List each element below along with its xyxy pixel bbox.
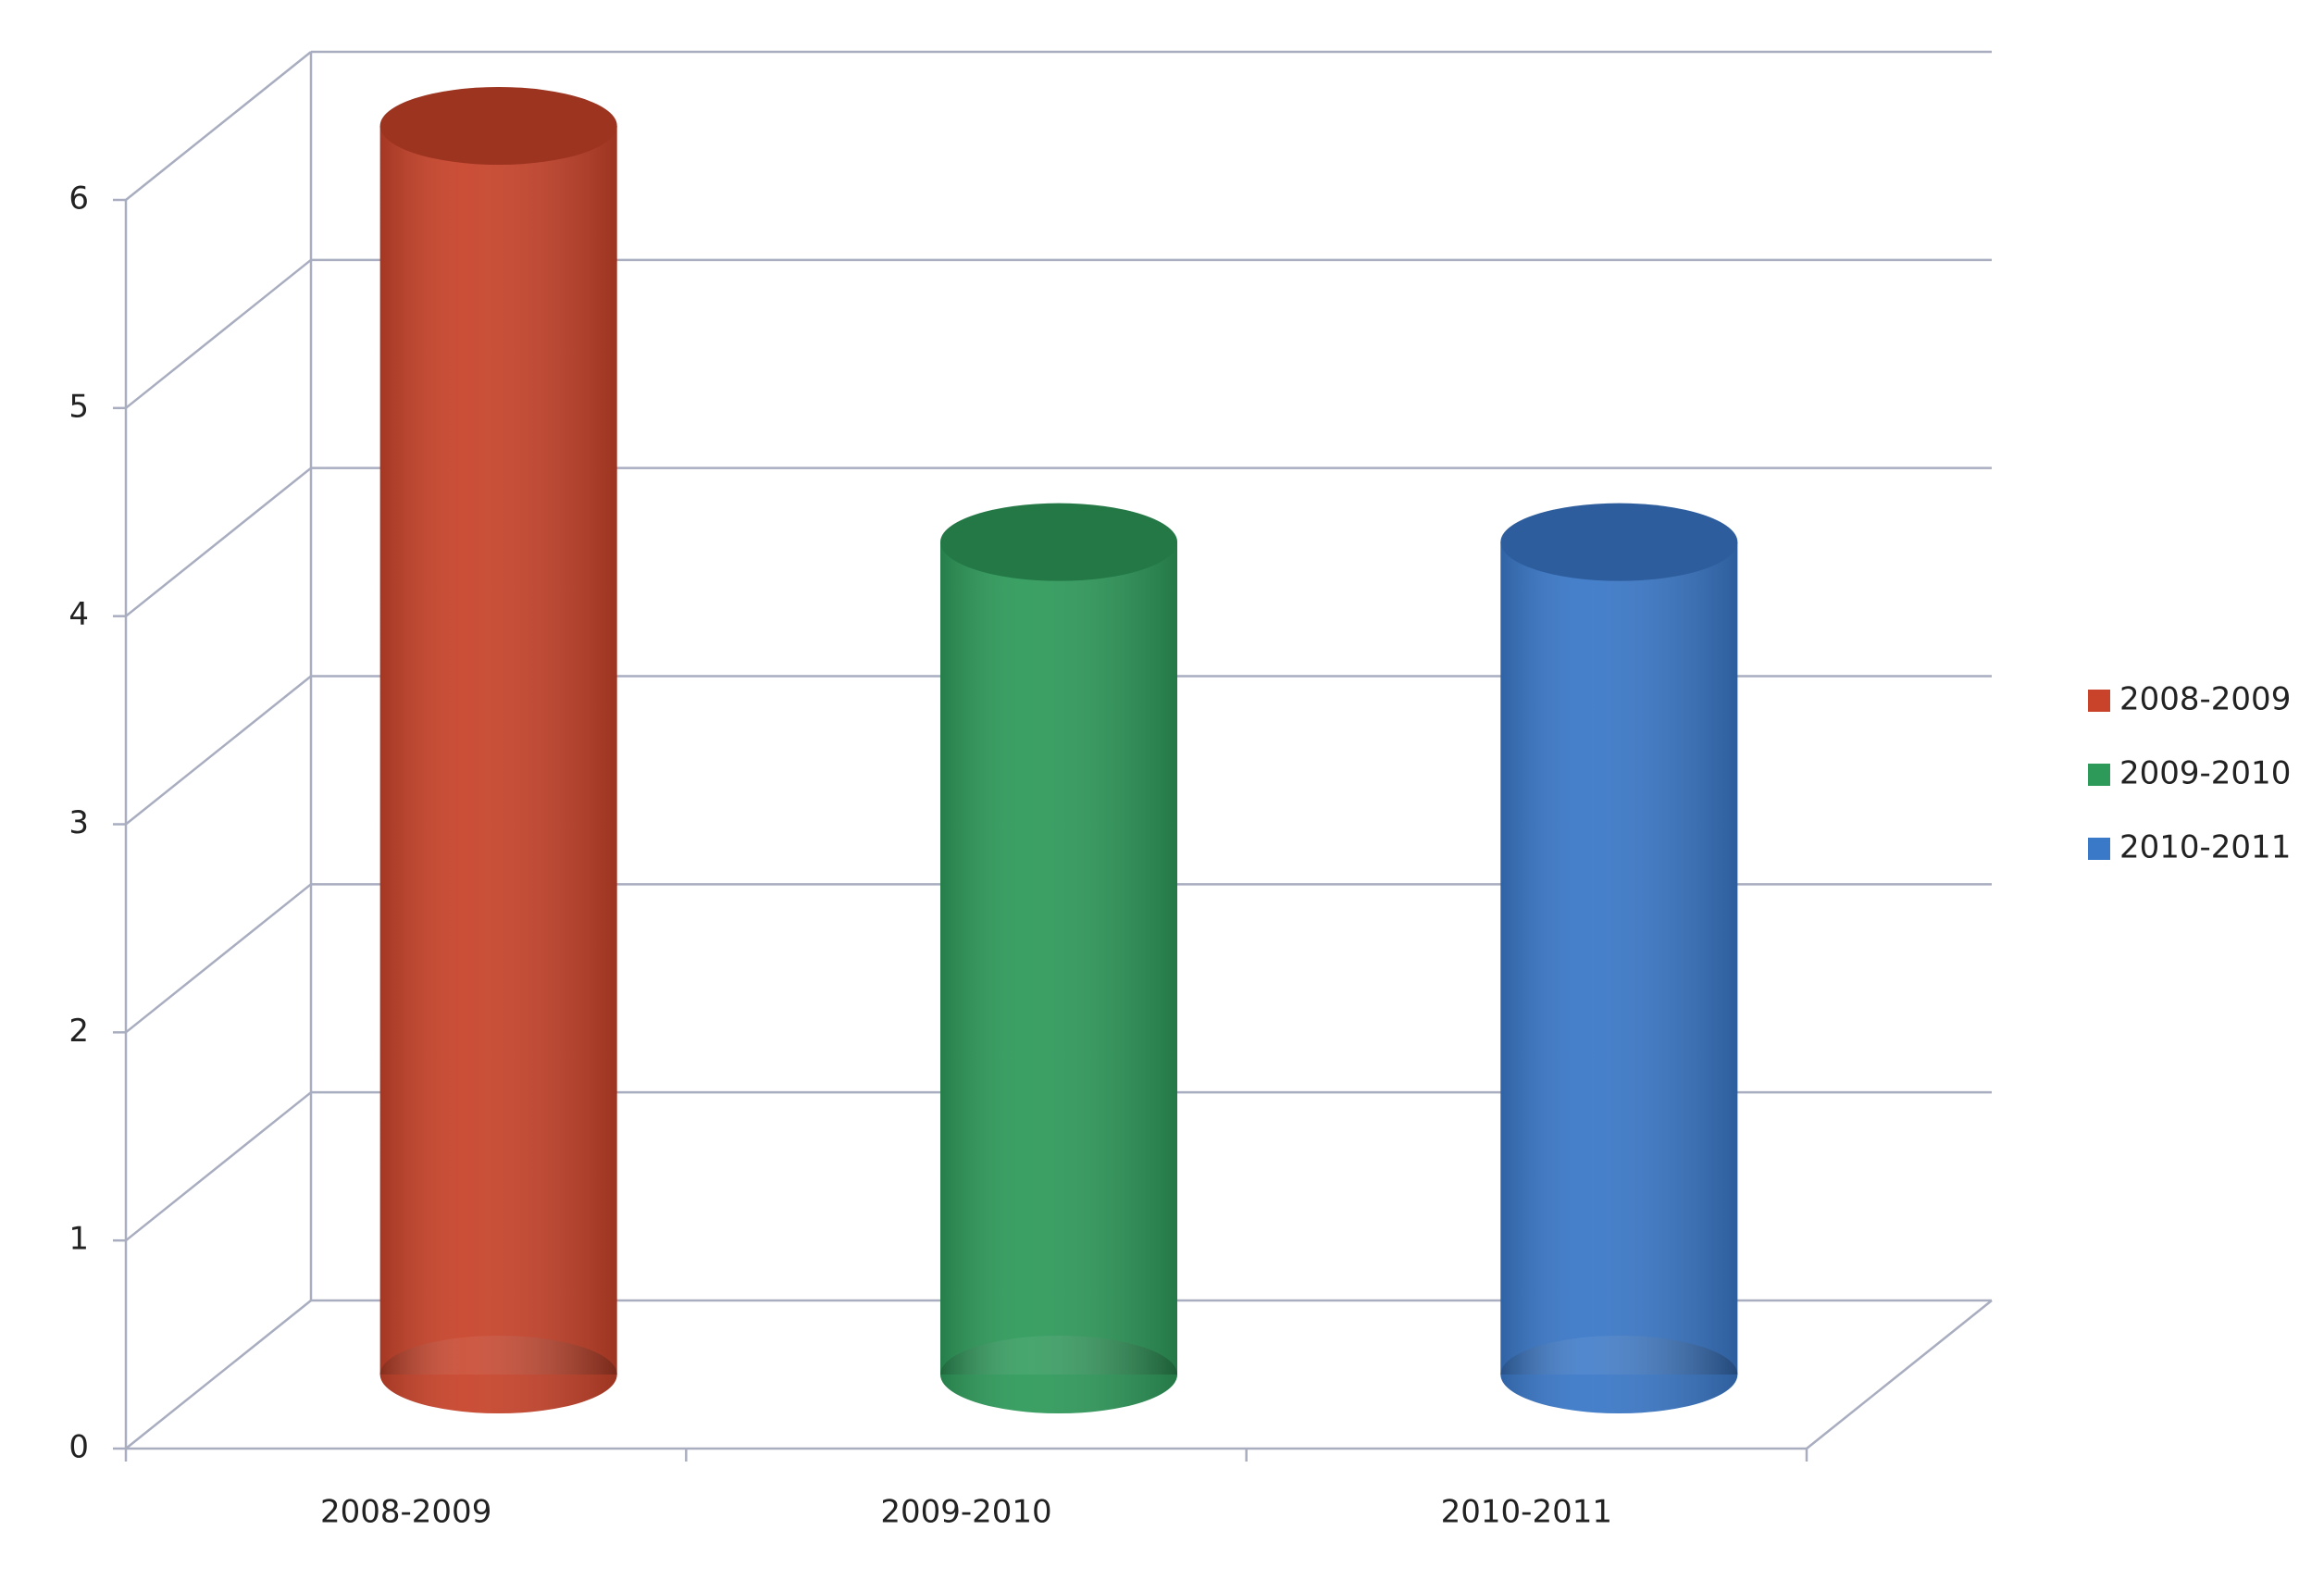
side-grid-line [125,51,312,201]
cylinder-shade [1500,541,1738,1375]
cylinder-top [1500,503,1738,581]
floor-right-edge [1806,1300,1993,1449]
side-grid-line [125,883,312,1034]
cylinder-top-shade [1500,503,1738,581]
y-tick-label: 4 [68,596,89,633]
side-grid-line [125,1300,312,1449]
cylinder-shade [940,541,1177,1375]
cylinder-shade [379,126,617,1375]
legend-label: 2008-2009 [2119,681,2291,718]
side-grid-line [125,675,312,826]
y-tick-label: 5 [68,388,89,425]
cylinder-top [379,87,617,165]
cylinder-bottom-shade [940,1336,1177,1413]
side-grid-line [125,467,312,617]
cylinder-bottom-shade [379,1336,617,1413]
y-tick-label: 2 [68,1013,89,1050]
cylinder-top-shade [940,503,1177,581]
side-grid-line [125,258,312,409]
y-tick-label: 1 [68,1221,89,1258]
y-tick-label: 6 [68,180,89,218]
cylinder-top-shade [379,87,617,165]
legend-swatch [2088,690,2110,712]
cylinder-top [940,503,1177,581]
x-tick-label: 2009-2010 [880,1494,1051,1531]
legend-label: 2009-2010 [2119,755,2291,792]
x-tick-label: 2008-2009 [320,1494,491,1531]
y-tick-label: 0 [68,1429,89,1466]
side-grid-line [125,1091,312,1242]
cylinder-bottom-shade [1500,1336,1738,1413]
y-tick-label: 3 [68,804,89,841]
legend-label: 2010-2011 [2119,829,2291,866]
legend-swatch [2088,764,2110,786]
legend-swatch [2088,838,2110,860]
x-tick-label: 2010-2011 [1441,1494,1612,1531]
